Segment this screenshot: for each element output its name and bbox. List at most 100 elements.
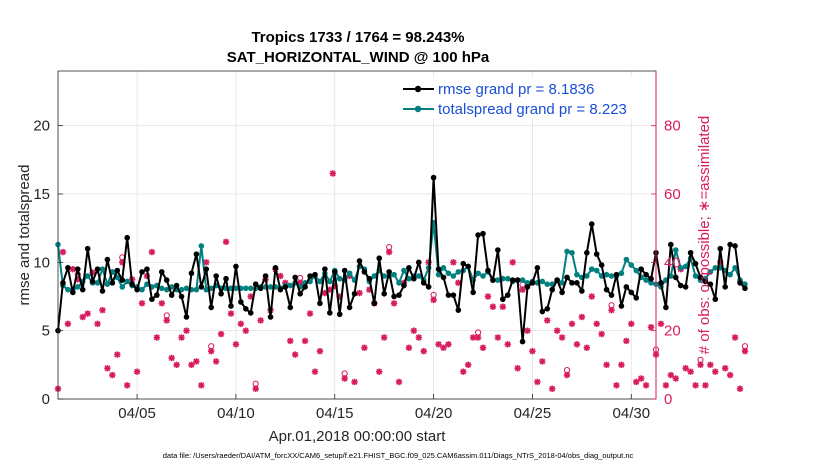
asterisk-stroke [376, 368, 383, 375]
spread-point [495, 277, 501, 283]
rmse-point [430, 174, 437, 181]
spread-point [682, 263, 689, 270]
asterisk-stroke [79, 314, 86, 320]
obs-assimilated-marker [257, 317, 264, 324]
rmse-point [312, 271, 318, 278]
obs-assimilated-marker [445, 341, 452, 348]
asterisk-stroke [569, 320, 575, 327]
spread-point [692, 273, 699, 279]
rmse-point [74, 266, 81, 272]
rmse-point [346, 304, 353, 311]
asterisk-stroke [534, 378, 541, 385]
rmse-point [356, 258, 363, 264]
asterisk-stroke [564, 372, 571, 379]
obs-assimilated-marker [311, 368, 319, 375]
obs-possible-marker [563, 366, 571, 374]
asterisk-stroke [386, 249, 393, 256]
obs-assimilated-marker [568, 320, 576, 328]
obs-assimilated-marker [499, 303, 506, 310]
obs-possible-marker [741, 343, 749, 350]
asterisk-stroke [64, 320, 71, 327]
rmse-point [554, 277, 560, 283]
obs-assimilated-marker [721, 365, 729, 372]
rmse-point [712, 296, 719, 303]
asterisk-stroke [287, 337, 294, 344]
obs-possible-marker [341, 370, 348, 377]
rmse-point [633, 295, 640, 301]
rmse-point [519, 338, 526, 345]
obs-assimilated-marker [608, 306, 615, 314]
rmse-point [499, 296, 506, 303]
asterisk-stroke [539, 358, 546, 365]
x-axis-label: Apr.01,2018 00:00:00 start [269, 428, 447, 445]
rmse-point [163, 277, 170, 283]
obs-possible-marker [697, 356, 704, 363]
asterisk-stroke [455, 279, 462, 286]
asterisk-stroke [307, 310, 314, 317]
x-tick-label: 04/15 [316, 405, 354, 422]
rmse-point [257, 285, 264, 292]
asterisk-stroke [480, 344, 486, 351]
spread-point [317, 278, 323, 285]
rmse-point [114, 267, 121, 274]
asterisk-stroke [381, 334, 388, 341]
rmse-point [262, 273, 269, 279]
rmse-point [608, 292, 615, 298]
obs-assimilated-marker [59, 248, 67, 256]
rmse-point [247, 310, 254, 316]
rmse-point [425, 284, 432, 290]
rmse-point [697, 274, 704, 281]
spread-point [445, 270, 452, 277]
obs-assimilated-marker [539, 358, 546, 365]
obs-assimilated-marker [405, 344, 413, 351]
y-tick-label: 20 [33, 118, 50, 135]
rmse-point [544, 306, 551, 312]
rmse-point [65, 265, 71, 271]
spread-point [628, 262, 635, 268]
rmse-point [687, 249, 694, 256]
y-axis-ticks: 0 5 10 15 20 [33, 118, 63, 408]
asterisk-stroke [252, 385, 259, 392]
legend-spread-label: totalspread grand pr = 8.223 [438, 101, 627, 118]
asterisk-stroke [519, 286, 526, 293]
plot-area-frame [57, 70, 657, 400]
rmse-point [168, 292, 175, 298]
obs-assimilated-marker [553, 327, 561, 334]
obs-assimilated-marker [376, 368, 383, 375]
rmse-point [119, 277, 126, 283]
asterisk-stroke [707, 361, 714, 368]
spread-point [158, 285, 165, 292]
asterisk-stroke [104, 365, 111, 372]
rmse-point [243, 306, 249, 312]
rmse-point [504, 292, 511, 298]
spread-point [475, 270, 481, 277]
obs-assimilated-marker [173, 361, 180, 369]
asterisk-stroke [702, 382, 709, 389]
asterisk-stroke [351, 378, 358, 385]
chart-title-line1: Tropics 1733 / 1764 = 98.243% [251, 29, 464, 46]
rmse-point [154, 292, 160, 298]
obs-assimilated-marker [440, 344, 447, 351]
rmse-point [564, 274, 570, 281]
obs-assimilated-marker [682, 365, 689, 372]
obs-count-markers [54, 170, 749, 392]
asterisk-stroke [183, 327, 190, 334]
rmse-point [717, 245, 724, 252]
rmse-point [509, 277, 516, 283]
asterisk-stroke [59, 249, 66, 256]
x-tick-label: 04/10 [217, 405, 255, 422]
rmse-point [732, 243, 738, 249]
rmse-point [406, 265, 412, 271]
spread-point [193, 286, 200, 293]
rmse-point [223, 275, 229, 282]
asterisk-stroke [316, 348, 323, 355]
spread-point [84, 273, 91, 279]
spread-point [104, 281, 111, 288]
obs-assimilated-marker [534, 378, 541, 386]
asterisk-stroke [139, 300, 145, 307]
asterisk-stroke [524, 327, 531, 334]
obs-assimilated-marker [455, 279, 462, 287]
asterisk-stroke [514, 365, 521, 372]
spread-point [564, 248, 570, 255]
obs-assimilated-marker [628, 320, 635, 328]
